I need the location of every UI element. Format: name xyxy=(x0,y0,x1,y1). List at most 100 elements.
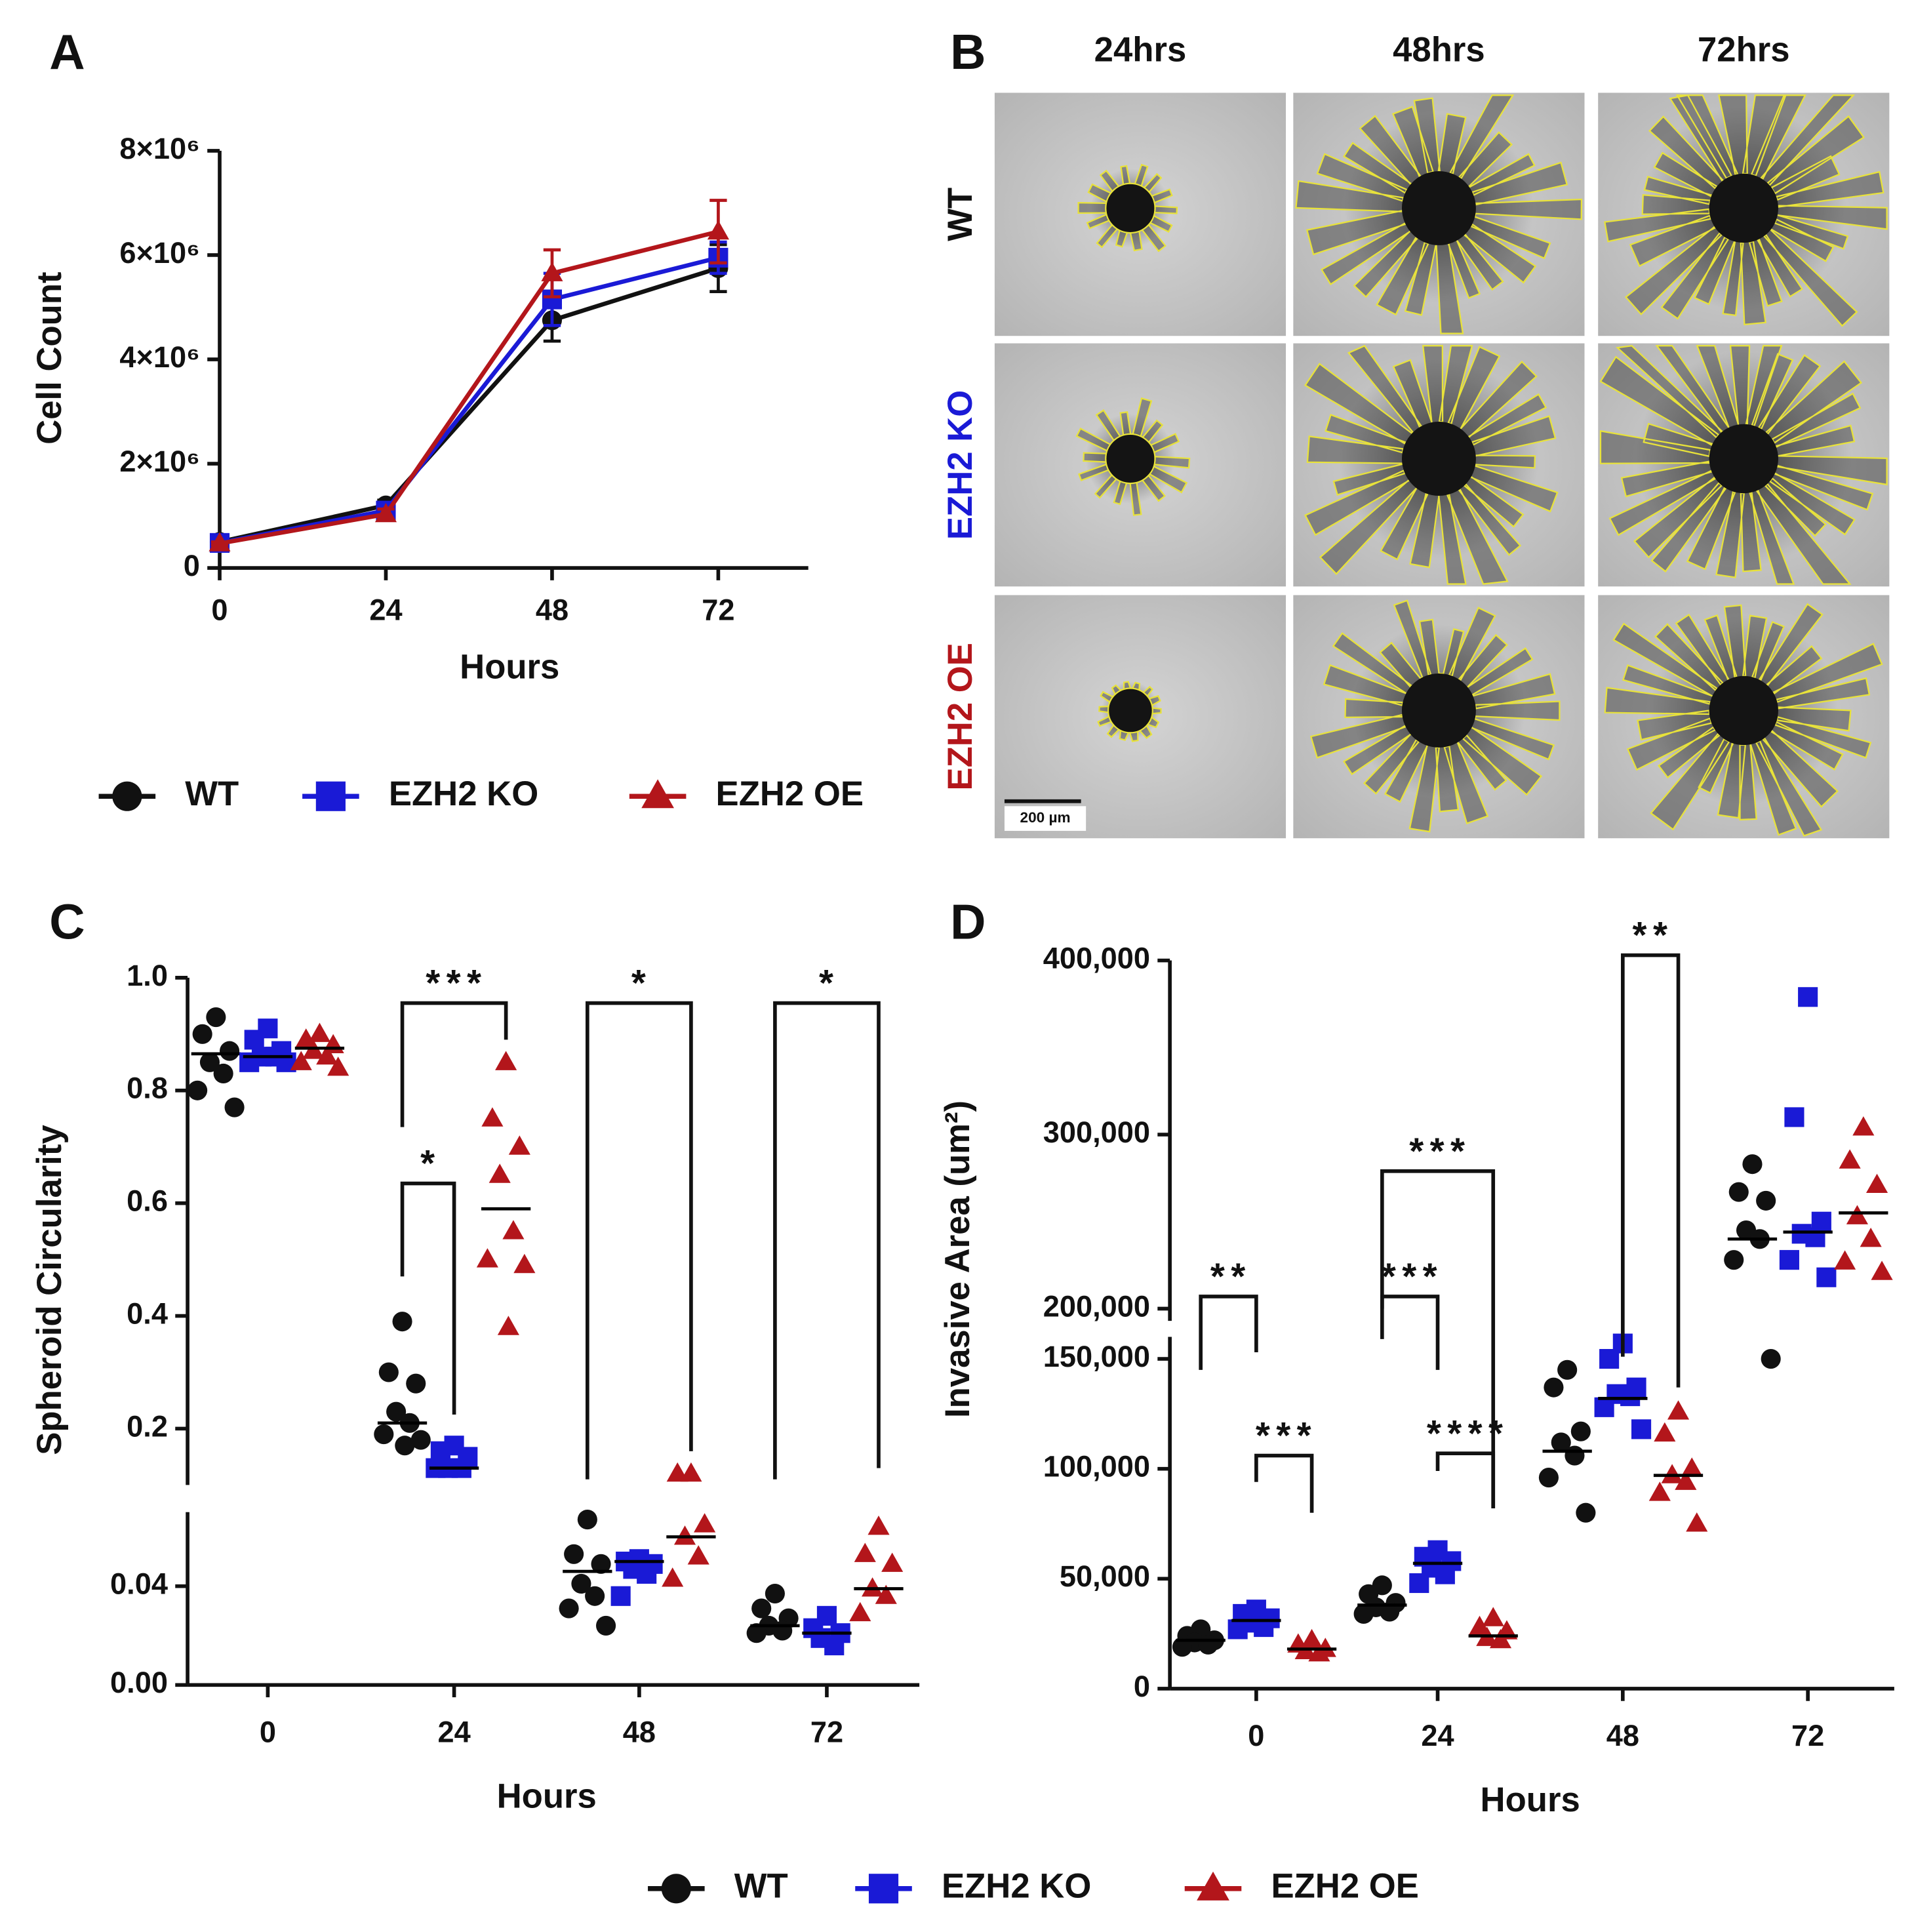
point xyxy=(867,1516,890,1535)
point xyxy=(395,1436,415,1456)
point xyxy=(188,1080,208,1100)
point xyxy=(1728,1182,1749,1202)
legend-marker xyxy=(315,781,346,811)
point xyxy=(687,1545,709,1565)
point xyxy=(559,1598,579,1619)
point xyxy=(327,1057,349,1076)
point xyxy=(386,1401,407,1422)
y-tick-label: 4×10⁶ xyxy=(119,340,200,374)
point xyxy=(1661,1464,1683,1483)
point xyxy=(1198,1634,1218,1655)
y-tick-label: 1.0 xyxy=(127,959,168,992)
y-tick-label: 400,000 xyxy=(1043,941,1150,975)
point xyxy=(1308,1641,1330,1662)
y-tick-label: 0 xyxy=(1134,1670,1150,1703)
micrograph xyxy=(994,92,1286,336)
y-axis-title: Cell Count xyxy=(30,272,69,444)
point xyxy=(1468,1615,1491,1636)
column-label: 72hrs xyxy=(1698,30,1790,69)
x-tick-label: 72 xyxy=(810,1715,843,1748)
point xyxy=(875,1584,897,1604)
point xyxy=(1482,1607,1504,1626)
point xyxy=(694,1513,716,1533)
point xyxy=(1620,1386,1641,1407)
micrograph xyxy=(1598,92,1890,336)
point xyxy=(1565,1445,1585,1466)
point xyxy=(571,1573,591,1594)
significance-bracket xyxy=(400,1181,456,1415)
legend-label: EZH2 OE xyxy=(1271,1867,1418,1906)
legend-marker xyxy=(661,1874,691,1904)
point xyxy=(765,1583,785,1604)
series-line xyxy=(219,229,719,546)
y-tick-label: 0.4 xyxy=(127,1297,168,1330)
micrograph xyxy=(994,595,1286,839)
point xyxy=(244,1030,264,1050)
y-tick-label: 0 xyxy=(184,549,200,582)
x-tick-label: 0 xyxy=(260,1715,276,1748)
panel-label: D xyxy=(950,895,986,950)
point xyxy=(430,1441,450,1461)
row-label: WT xyxy=(941,188,980,241)
micrograph xyxy=(1293,595,1585,839)
point xyxy=(1557,1359,1578,1380)
point xyxy=(1852,1116,1875,1136)
point xyxy=(290,1051,312,1070)
panel-label: B xyxy=(950,24,986,79)
point xyxy=(707,220,729,240)
point xyxy=(1594,1397,1614,1417)
point xyxy=(209,532,231,552)
panel-label: A xyxy=(49,24,85,79)
point xyxy=(1865,1173,1888,1194)
y-tick-label: 200,000 xyxy=(1043,1289,1150,1323)
point xyxy=(502,1220,525,1239)
significance-label: ** xyxy=(1633,914,1674,956)
legend-label: EZH2 KO xyxy=(942,1867,1091,1906)
point xyxy=(881,1552,904,1572)
y-axis-title: Spheroid Circularity xyxy=(30,1125,69,1455)
point xyxy=(1871,1260,1893,1280)
x-axis-title: Hours xyxy=(1481,1781,1580,1819)
point xyxy=(378,1362,399,1382)
y-tick-label: 0.2 xyxy=(127,1409,168,1443)
column-label: 24hrs xyxy=(1094,30,1187,69)
significance-label: *** xyxy=(426,962,487,1003)
point xyxy=(577,1510,597,1530)
significance-label: *** xyxy=(1382,1255,1443,1297)
point xyxy=(1724,1250,1744,1270)
spheroid-core xyxy=(1709,173,1778,243)
point xyxy=(772,1620,793,1641)
point xyxy=(1380,1601,1400,1622)
legend-marker xyxy=(868,1874,899,1904)
point xyxy=(1551,1432,1571,1453)
point xyxy=(513,1253,536,1274)
y-tick-label: 0.6 xyxy=(127,1184,168,1218)
point xyxy=(751,1598,772,1619)
point xyxy=(1846,1205,1868,1224)
spheroid-core xyxy=(1401,171,1476,245)
micrograph xyxy=(1293,92,1585,336)
x-tick-label: 48 xyxy=(536,594,568,627)
significance-bracket xyxy=(1380,1295,1440,1370)
point xyxy=(1860,1227,1882,1247)
significance-bracket xyxy=(1199,1295,1258,1370)
point xyxy=(497,1316,519,1335)
point xyxy=(219,1041,240,1061)
point xyxy=(495,1051,517,1070)
significance-label: * xyxy=(819,962,839,1003)
significance-label: *** xyxy=(1256,1415,1317,1456)
x-tick-label: 72 xyxy=(1791,1719,1824,1752)
x-tick-label: 48 xyxy=(1606,1719,1639,1752)
y-tick-label: 0.04 xyxy=(110,1567,168,1601)
point xyxy=(824,1635,845,1656)
legend-label: EZH2 KO xyxy=(389,775,538,813)
spheroid-core xyxy=(1401,673,1476,748)
significance-bracket xyxy=(773,1001,881,1479)
significance-label: ** xyxy=(1210,1255,1252,1297)
y-tick-label: 300,000 xyxy=(1043,1116,1150,1149)
legend-marker xyxy=(641,779,674,809)
point xyxy=(1409,1573,1429,1594)
y-tick-label: 8×10⁶ xyxy=(119,132,200,165)
